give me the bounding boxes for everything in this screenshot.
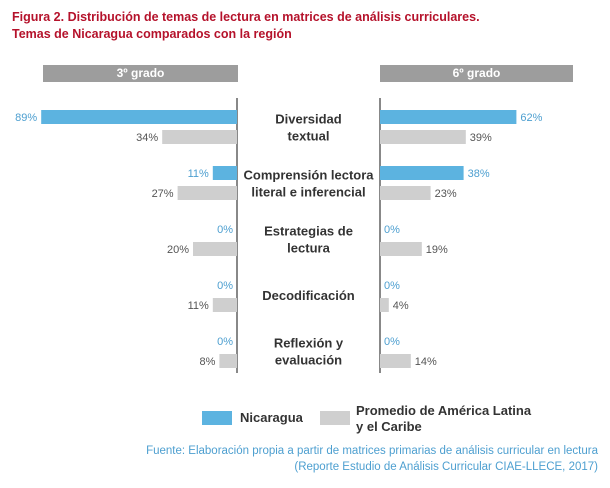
value-label-grade6-s1-c2: 19% <box>426 244 448 256</box>
category-label-3-0: Decodificación <box>262 288 355 303</box>
category-label-1-0: Comprensión lectora <box>243 168 374 183</box>
legend-label-nicaragua: Nicaragua <box>240 410 303 425</box>
value-label-grade6-s0-c4: 0% <box>384 336 400 348</box>
legend-swatch-region <box>320 411 350 425</box>
bar-grade3-s0-c1 <box>212 166 237 180</box>
bar-grade3-s1-c1 <box>177 186 237 200</box>
value-label-grade6-s1-c0: 39% <box>470 132 492 144</box>
bar-grade3-s1-c4 <box>219 354 237 368</box>
chart-subtitle: Temas de Nicaragua comparados con la reg… <box>12 27 292 41</box>
value-label-grade6-s0-c0: 62% <box>520 112 542 124</box>
value-label-grade3-s1-c1: 27% <box>152 188 174 200</box>
category-label-2-1: lectura <box>287 241 330 256</box>
bar-grade6-s1-c2 <box>380 242 422 256</box>
value-label-grade3-s0-c2: 0% <box>217 224 233 236</box>
bar-grade3-s1-c0 <box>162 130 237 144</box>
value-label-grade6-s0-c3: 0% <box>384 280 400 292</box>
legend-label-region-line2: y el Caribe <box>356 419 422 434</box>
grade-6-header: 6º grado <box>380 65 573 82</box>
value-label-grade3-s1-c4: 8% <box>199 356 215 368</box>
value-label-grade3-s1-c2: 20% <box>167 244 189 256</box>
category-label-1-1: literal e inferencial <box>251 185 365 200</box>
value-label-grade6-s1-c3: 4% <box>393 300 409 312</box>
value-label-grade3-s0-c0: 89% <box>15 112 37 124</box>
category-label-4-0: Reflexión y <box>274 336 344 351</box>
bar-grade6-s1-c1 <box>380 186 431 200</box>
legend-label-region-line1: Promedio de América Latina <box>356 403 532 418</box>
value-label-grade3-s0-c3: 0% <box>217 280 233 292</box>
bar-grade6-s1-c3 <box>380 298 389 312</box>
legend-swatch-nicaragua <box>202 411 232 425</box>
bar-grade6-s0-c1 <box>380 166 464 180</box>
value-label-grade3-s1-c3: 11% <box>188 300 209 312</box>
bar-grade3-s1-c3 <box>212 298 237 312</box>
bar-grade6-s1-c0 <box>380 130 466 144</box>
value-label-grade6-s0-c1: 38% <box>468 168 490 180</box>
value-label-grade6-s0-c2: 0% <box>384 224 400 236</box>
value-label-grade6-s1-c4: 14% <box>415 356 437 368</box>
bar-grade3-s0-c0 <box>41 110 238 124</box>
source-line-1: Fuente: Elaboración propia a partir de m… <box>146 445 598 457</box>
value-label-grade3-s1-c0: 34% <box>136 132 158 144</box>
chart-title: Figura 2. Distribución de temas de lectu… <box>12 10 480 24</box>
bar-grade6-s1-c4 <box>380 354 411 368</box>
category-label-2-0: Estrategias de <box>264 224 353 239</box>
grade-3-header: 3º grado <box>43 65 238 82</box>
butterfly-chart: 89% 62% 11% 38% 0% 0% 0% 0% 0% 0% 34% 39% 27% 23% 20% 1… <box>15 98 543 373</box>
category-label-4-1: evaluación <box>275 353 342 368</box>
value-label-grade6-s1-c1: 23% <box>435 188 457 200</box>
category-label-0-1: textual <box>288 129 330 144</box>
bar-grade3-s1-c2 <box>193 242 237 256</box>
value-label-grade3-s0-c4: 0% <box>217 336 233 348</box>
category-label-0-0: Diversidad <box>275 112 342 127</box>
bar-grade6-s0-c0 <box>380 110 517 124</box>
source-line-2: (Reporte Estudio de Análisis Curricular … <box>294 461 598 473</box>
value-label-grade3-s0-c1: 11% <box>188 168 209 180</box>
